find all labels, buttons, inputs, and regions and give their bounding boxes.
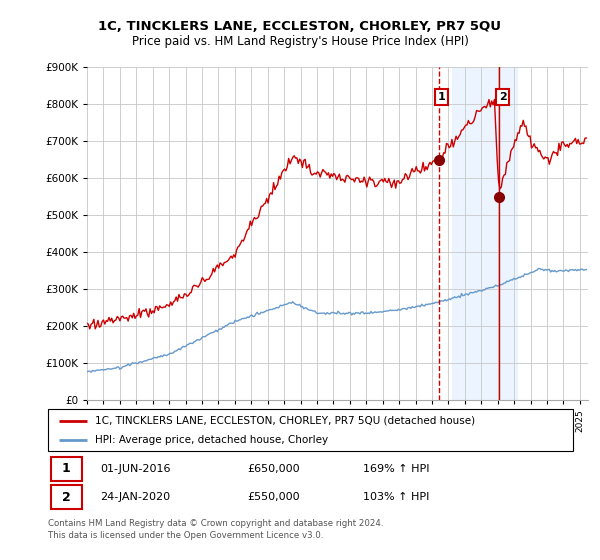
Text: Price paid vs. HM Land Registry's House Price Index (HPI): Price paid vs. HM Land Registry's House … <box>131 35 469 48</box>
Bar <box>50 485 82 510</box>
Text: 01-JUN-2016: 01-JUN-2016 <box>101 464 171 474</box>
Bar <box>50 456 82 481</box>
Text: 1C, TINCKLERS LANE, ECCLESTON, CHORLEY, PR7 5QU: 1C, TINCKLERS LANE, ECCLESTON, CHORLEY, … <box>98 20 502 32</box>
Text: 24-JAN-2020: 24-JAN-2020 <box>101 492 170 502</box>
Text: £550,000: £550,000 <box>248 492 300 502</box>
Text: £650,000: £650,000 <box>248 464 300 474</box>
Text: 1: 1 <box>438 92 446 102</box>
Bar <box>452 67 517 400</box>
Text: 1: 1 <box>62 463 71 475</box>
Text: This data is licensed under the Open Government Licence v3.0.: This data is licensed under the Open Gov… <box>48 531 323 540</box>
Text: 2: 2 <box>499 92 506 102</box>
Text: 2: 2 <box>62 491 71 503</box>
Text: 169% ↑ HPI: 169% ↑ HPI <box>363 464 430 474</box>
Text: HPI: Average price, detached house, Chorley: HPI: Average price, detached house, Chor… <box>95 435 328 445</box>
Text: 1C, TINCKLERS LANE, ECCLESTON, CHORLEY, PR7 5QU (detached house): 1C, TINCKLERS LANE, ECCLESTON, CHORLEY, … <box>95 416 475 426</box>
Text: Contains HM Land Registry data © Crown copyright and database right 2024.: Contains HM Land Registry data © Crown c… <box>48 520 383 529</box>
Text: 103% ↑ HPI: 103% ↑ HPI <box>363 492 430 502</box>
